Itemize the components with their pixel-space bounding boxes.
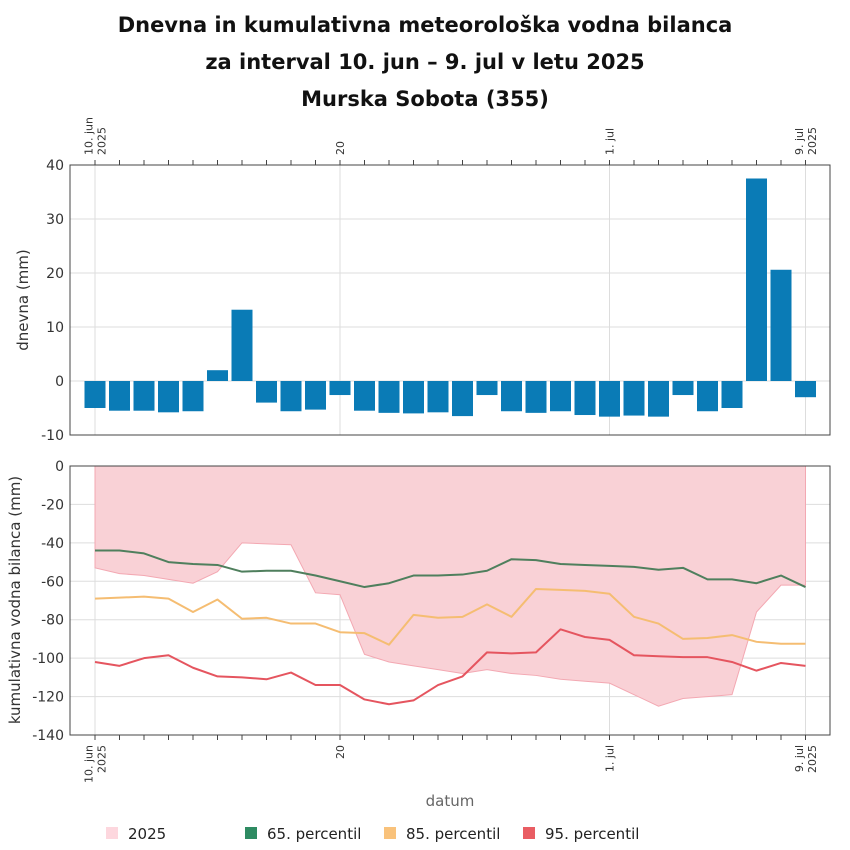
bottom-x-tick-label: 1. jul [604,745,617,772]
legend-item-p85[interactable]: 85. percentil [384,825,500,843]
legend: 2025 65. percentil 85. percentil 95. per… [106,825,639,843]
legend-label-2025: 2025 [128,825,166,843]
bottom-x-tick-label: 2025 [96,745,109,773]
series-2025-area [94,465,806,707]
bar [721,381,743,408]
legend-label-p65: 65. percentil [267,825,361,843]
bar [501,381,522,412]
bottom-y-tick-label: -60 [41,574,64,590]
chart-title-line-3: Murska Sobota (355) [301,87,549,111]
bar [133,381,155,411]
bar [378,381,400,413]
series-p85-line [94,587,806,646]
bar [207,370,228,381]
bottom-x-tick-label: 2025 [806,745,819,773]
bottom-y-tick-label: 0 [55,459,64,475]
bottom-y-tick-label: -40 [41,536,64,552]
bar [599,381,620,417]
bar [427,381,449,413]
top-x-tick-label: 1. jul [604,128,617,155]
bar [623,381,645,416]
bottom-plot-frame [69,465,831,736]
legend-item-2025[interactable]: 2025 [106,825,166,843]
bottom-x-tick-label: 9. jul [793,745,806,772]
bottom-y-axis-label: kumulativna vodna bilanca (mm) [6,476,24,724]
legend-label-p85: 85. percentil [406,825,500,843]
bottom-y-tick-label: -100 [32,651,64,667]
bar [452,381,473,417]
legend-label-p95: 95. percentil [545,825,639,843]
legend-swatch-p85 [384,827,396,839]
bar [256,381,277,403]
bar [648,381,669,417]
bar [476,381,498,396]
bar [770,269,792,381]
bar [158,381,179,413]
bar [403,381,424,414]
legend-swatch-2025 [106,827,118,839]
top-x-tick-label: 10. jun [83,117,96,155]
bottom-y-tick-label: -20 [41,497,64,513]
bar [672,381,694,396]
bar [697,381,718,412]
top-x-tick-label: 2025 [96,127,109,155]
top-y-tick-label: 40 [46,158,64,174]
bar [354,381,375,411]
bottom-y-tick-label: -140 [32,728,64,744]
top-y-tick-label: 20 [46,266,64,282]
bar [84,381,106,408]
legend-swatch-p65 [245,827,257,839]
bar [574,381,596,416]
bar [525,381,547,413]
bar [550,381,571,412]
bar [795,381,816,398]
bottom-x-tick-label: 20 [334,745,347,759]
top-x-tick-label: 2025 [806,127,819,155]
bottom-y-tick-label: -120 [32,690,64,706]
bar [280,381,302,412]
chart-title-line-2: za interval 10. jun – 9. jul v letu 2025 [205,50,644,74]
top-x-tick-label: 9. jul [793,128,806,155]
top-plot-frame [69,164,831,436]
top-x-tick-label: 20 [334,141,347,155]
chart-title-line-1: Dnevna in kumulativna meteorološka vodna… [118,13,733,37]
bottom-y-tick-label: -80 [41,613,64,629]
x-axis-label: datum [426,792,475,810]
top-y-tick-label: 30 [46,212,64,228]
bar [182,381,204,412]
bar [746,178,767,381]
bar [329,381,351,396]
top-y-tick-label: -10 [41,428,64,444]
legend-item-p65[interactable]: 65. percentil [245,825,361,843]
legend-swatch-p95 [523,827,535,839]
top-y-axis-label: dnevna (mm) [14,249,32,351]
bar [231,309,253,381]
bar [305,381,326,410]
top-y-tick-label: 0 [55,374,64,390]
bottom-x-tick-label: 10. jun [83,745,96,783]
series-p95-line [94,628,806,706]
legend-item-p95[interactable]: 95. percentil [523,825,639,843]
bar [109,381,130,411]
series-p65-line [95,549,806,589]
top-y-tick-label: 10 [46,320,64,336]
